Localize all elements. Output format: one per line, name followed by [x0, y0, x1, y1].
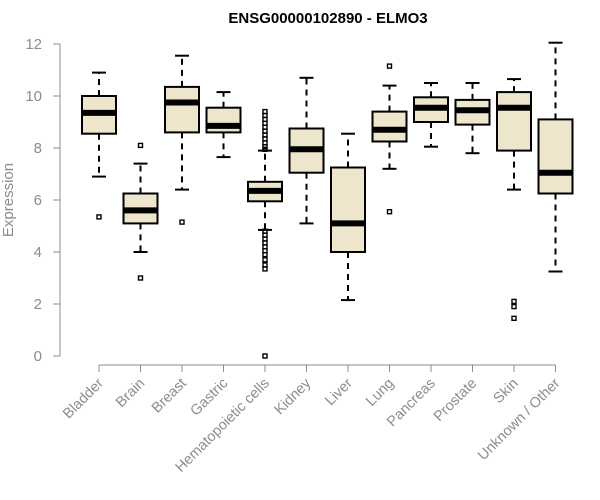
iqr-box: [164, 85, 200, 134]
outlier-point: [262, 146, 268, 153]
box-bladder: [81, 71, 117, 220]
iqr-box: [371, 110, 408, 143]
outlier-point: [96, 214, 102, 220]
y-axis-label: Expression: [0, 163, 17, 237]
outlier-point: [262, 266, 268, 272]
y-axis: 0 2 4 6 8 10 12: [25, 36, 61, 365]
box-prostate: [454, 82, 491, 155]
box-unknown-other: [537, 41, 574, 273]
box-breast: [164, 54, 200, 225]
outlier-point: [262, 251, 268, 258]
outlier-point: [179, 219, 185, 225]
box-gastric: [205, 91, 242, 159]
x-tick-label: Brain: [113, 376, 148, 411]
outlier-point: [386, 208, 393, 215]
outlier-point: [511, 315, 517, 321]
y-tick-label: 2: [34, 296, 42, 313]
box-brain: [122, 142, 159, 281]
x-tick-label: Kidney: [272, 375, 315, 418]
box-series: [81, 41, 574, 359]
x-tick-label: Skin: [491, 376, 522, 407]
x-tick-label: Lung: [363, 376, 397, 410]
iqr-box: [330, 166, 366, 253]
y-tick-label: 12: [25, 36, 42, 53]
outlier-point: [511, 298, 517, 305]
x-tick-label: Bladder: [60, 375, 107, 422]
outlier-point: [137, 275, 144, 281]
y-tick-label: 4: [34, 244, 42, 261]
box-hematopoietic-cells: [247, 108, 283, 359]
box-skin: [496, 78, 532, 321]
box-lung: [371, 63, 408, 215]
box-kidney: [288, 76, 325, 225]
y-tick-label: 0: [34, 348, 42, 365]
outlier-point: [262, 257, 268, 263]
x-tick-label: Liver: [322, 375, 356, 409]
y-tick-label: 6: [34, 192, 42, 209]
x-tick-label: Breast: [149, 376, 190, 417]
outlier-point: [511, 303, 517, 310]
iqr-box: [537, 118, 574, 195]
y-tick-label: 10: [25, 88, 42, 105]
outlier-point: [137, 142, 144, 149]
box-pancreas: [413, 82, 449, 148]
x-tick-label: Prostate: [431, 376, 480, 425]
outlier-point: [262, 353, 268, 359]
chart-title: ENSG00000102890 - ELMO3: [228, 10, 427, 27]
box-liver: [330, 132, 366, 302]
outlier-point: [386, 63, 393, 69]
iqr-box: [496, 91, 532, 152]
y-tick-label: 8: [34, 140, 42, 157]
